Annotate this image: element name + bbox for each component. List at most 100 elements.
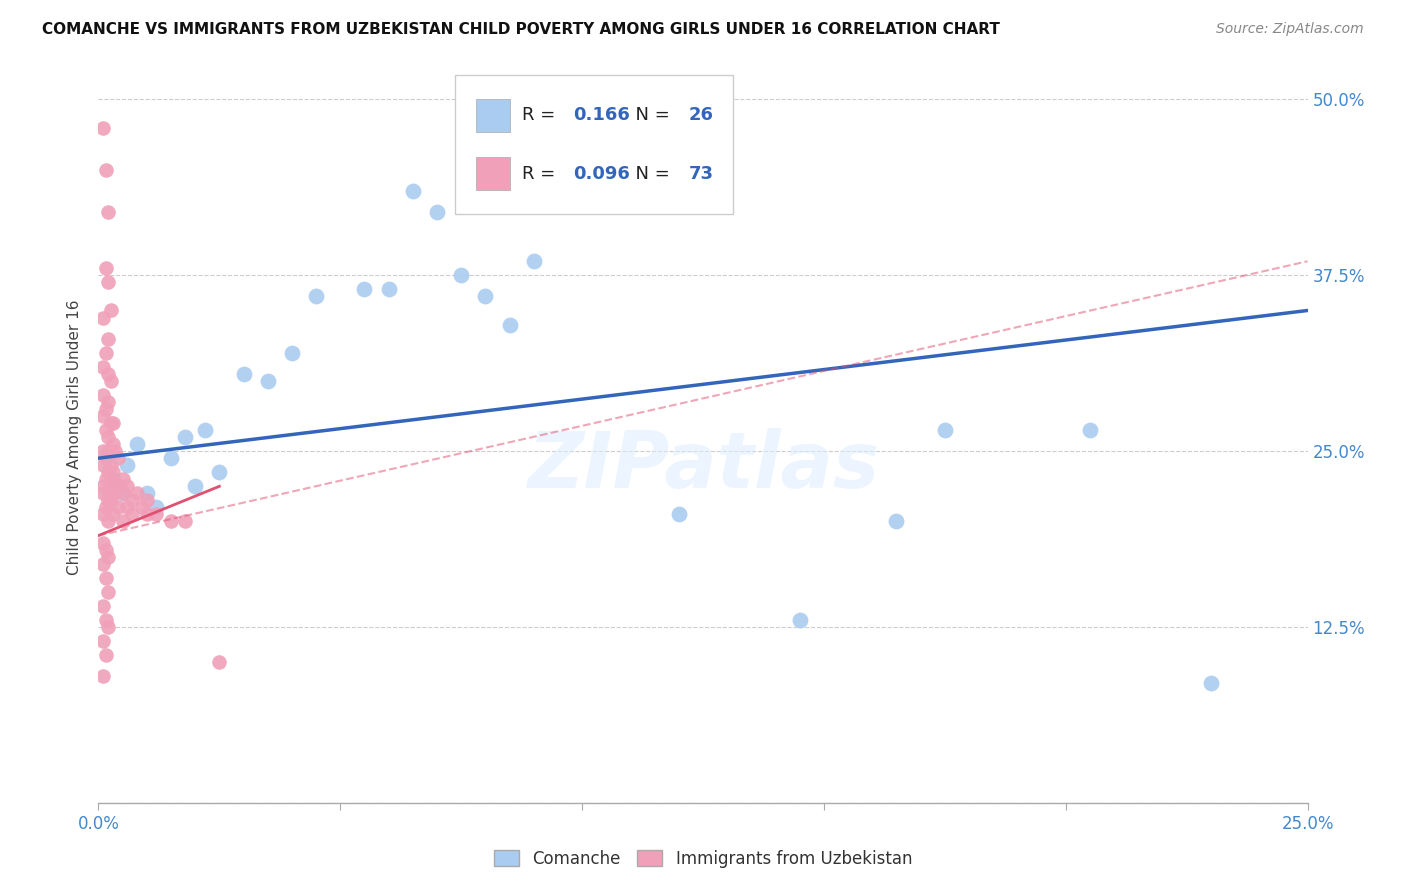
Point: [91, 409, 114, 423]
Point: [91, 444, 114, 458]
Point: [91, 310, 114, 325]
Point: [232, 367, 254, 381]
Point: [135, 493, 157, 508]
Point: [174, 515, 197, 529]
Point: [100, 416, 122, 430]
Point: [1078, 423, 1101, 437]
Point: [91, 486, 114, 500]
Point: [127, 486, 149, 500]
Point: [135, 486, 157, 500]
Text: N =: N =: [624, 165, 676, 183]
Point: [97, 515, 120, 529]
Point: [886, 515, 908, 529]
Point: [934, 423, 956, 437]
Point: [94, 571, 117, 585]
Point: [94, 345, 117, 359]
Text: N =: N =: [624, 106, 676, 124]
Point: [377, 282, 399, 296]
Point: [450, 268, 472, 283]
Point: [305, 289, 328, 303]
Text: R =: R =: [522, 165, 561, 183]
Point: [94, 401, 117, 416]
Point: [281, 345, 304, 359]
Point: [101, 479, 124, 493]
Point: [145, 500, 167, 515]
FancyBboxPatch shape: [456, 75, 734, 214]
Point: [474, 289, 496, 303]
Point: [97, 395, 120, 409]
Point: [94, 261, 117, 276]
Legend: Comanche, Immigrants from Uzbekistan: Comanche, Immigrants from Uzbekistan: [488, 844, 918, 875]
Text: 0.096: 0.096: [574, 165, 630, 183]
Point: [97, 276, 120, 290]
Point: [131, 500, 153, 515]
Point: [174, 430, 197, 444]
Point: [91, 634, 114, 648]
Point: [353, 282, 375, 296]
Point: [94, 648, 117, 662]
Point: [91, 359, 114, 374]
Point: [194, 423, 217, 437]
Point: [127, 437, 149, 451]
Point: [100, 472, 122, 486]
Point: [107, 479, 129, 493]
Text: 0.166: 0.166: [574, 106, 630, 124]
Point: [94, 542, 117, 557]
Text: COMANCHE VS IMMIGRANTS FROM UZBEKISTAN CHILD POVERTY AMONG GIRLS UNDER 16 CORREL: COMANCHE VS IMMIGRANTS FROM UZBEKISTAN C…: [42, 22, 1000, 37]
Point: [91, 508, 114, 522]
Point: [111, 486, 134, 500]
Point: [789, 613, 811, 627]
Point: [523, 254, 546, 268]
Point: [121, 493, 143, 508]
Point: [97, 332, 120, 346]
Point: [104, 479, 127, 493]
Point: [107, 479, 129, 493]
Point: [107, 500, 129, 515]
Point: [571, 113, 593, 128]
Point: [94, 472, 117, 486]
Point: [97, 367, 120, 381]
Point: [256, 374, 278, 388]
Point: [101, 465, 124, 479]
Text: Source: ZipAtlas.com: Source: ZipAtlas.com: [1216, 22, 1364, 37]
Point: [101, 437, 124, 451]
Point: [498, 318, 520, 332]
Point: [668, 508, 690, 522]
Point: [91, 458, 114, 473]
Point: [97, 620, 120, 634]
Y-axis label: Child Poverty Among Girls Under 16: Child Poverty Among Girls Under 16: [67, 300, 83, 574]
Point: [91, 535, 114, 549]
Point: [91, 479, 114, 493]
Point: [91, 557, 114, 571]
Point: [104, 444, 127, 458]
Point: [107, 451, 129, 466]
Point: [160, 451, 183, 466]
Point: [426, 205, 449, 219]
Text: R =: R =: [522, 106, 561, 124]
Point: [1199, 676, 1222, 690]
Point: [100, 303, 122, 318]
Point: [91, 388, 114, 402]
Point: [97, 465, 120, 479]
Point: [91, 120, 114, 135]
Point: [208, 655, 231, 669]
Text: 73: 73: [689, 165, 713, 183]
Point: [111, 515, 134, 529]
Point: [121, 508, 143, 522]
Point: [94, 162, 117, 177]
Point: [117, 458, 139, 473]
Point: [117, 500, 139, 515]
Point: [111, 472, 134, 486]
Point: [135, 508, 157, 522]
Point: [160, 515, 183, 529]
Text: 26: 26: [689, 106, 713, 124]
Point: [117, 479, 139, 493]
Point: [145, 508, 167, 522]
Point: [100, 493, 122, 508]
Point: [97, 584, 120, 599]
Point: [100, 374, 122, 388]
Point: [97, 549, 120, 564]
Point: [97, 444, 120, 458]
Point: [101, 508, 124, 522]
Point: [402, 184, 425, 198]
